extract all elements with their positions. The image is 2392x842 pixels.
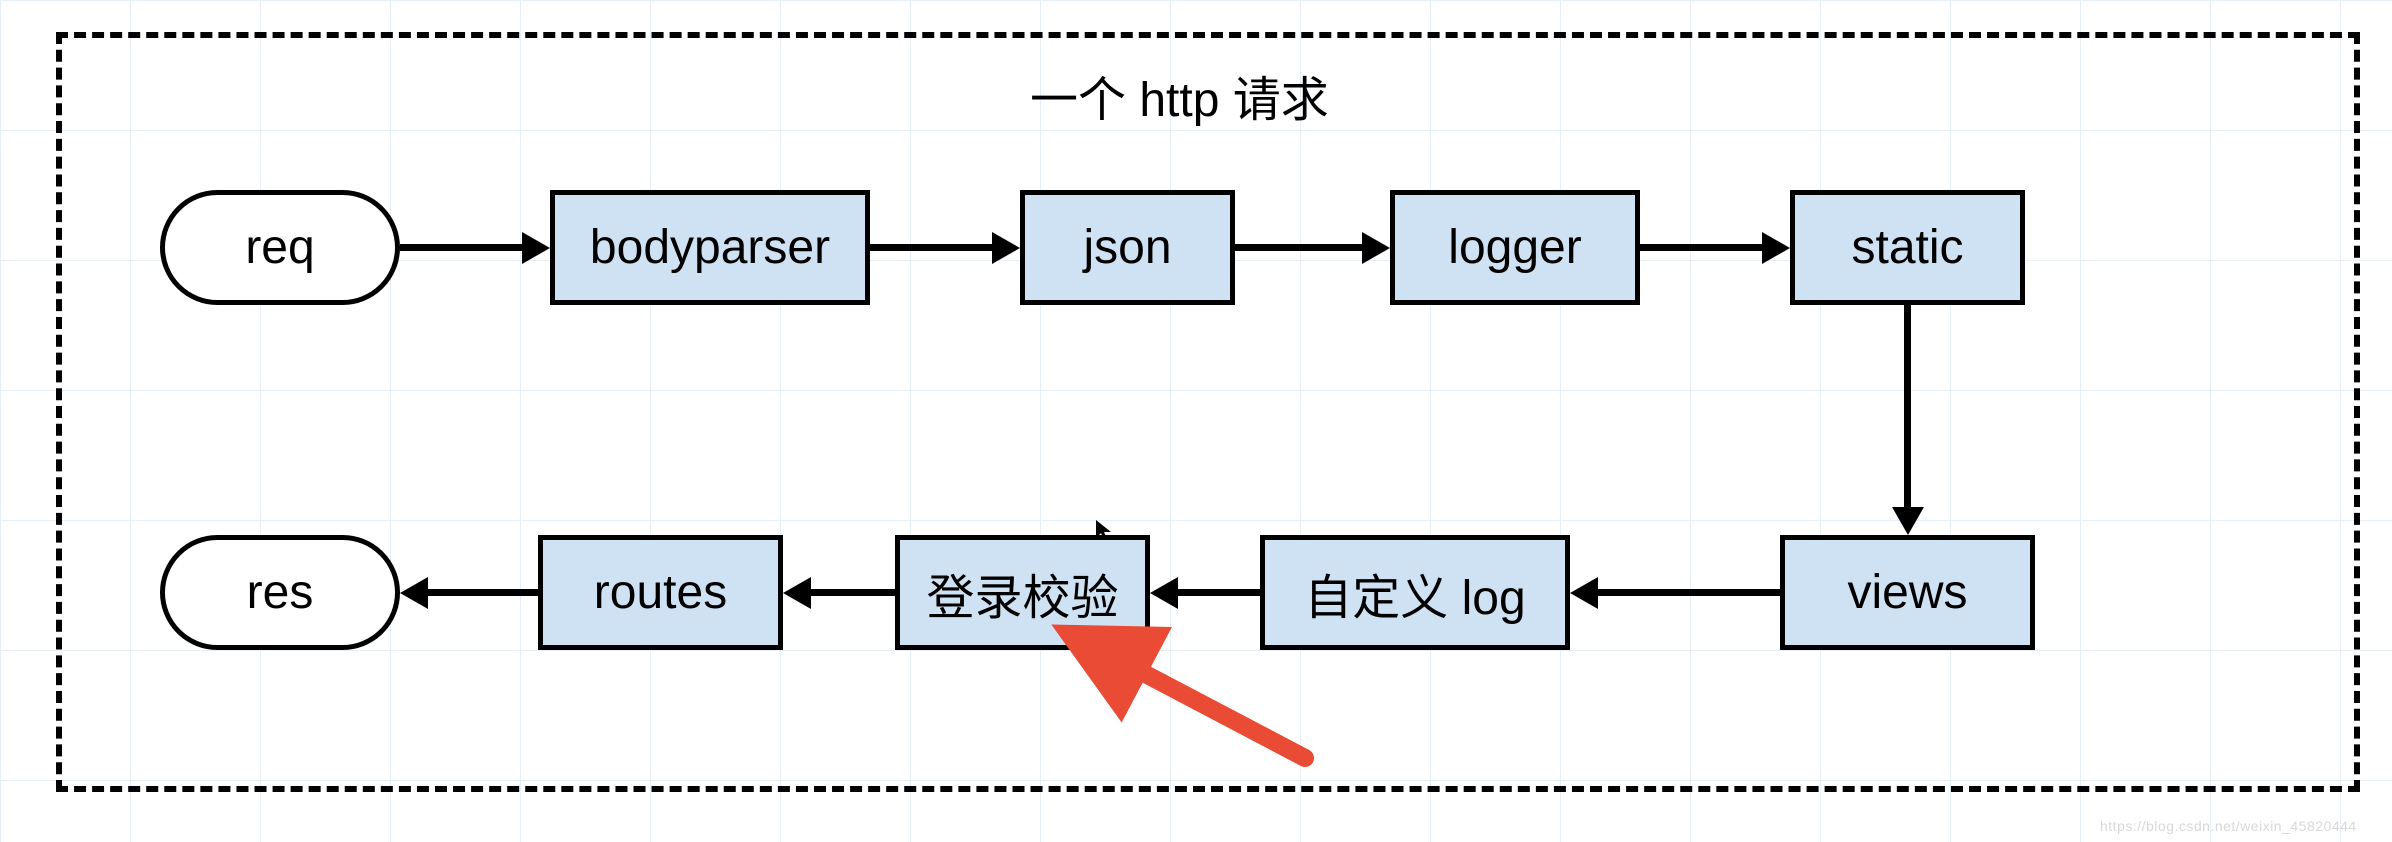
- node-views: views: [1780, 535, 2035, 650]
- node-req: req: [160, 190, 400, 305]
- diagram-title: 一个 http 请求: [1030, 60, 1329, 130]
- node-label: 自定义 log: [1304, 558, 1525, 628]
- watermark-text: https://blog.csdn.net/weixin_45820444: [2100, 818, 2357, 834]
- node-label: static: [1851, 220, 1963, 275]
- node-label: bodyparser: [590, 220, 830, 275]
- node-routes: routes: [538, 535, 783, 650]
- node-res: res: [160, 535, 400, 650]
- node-loginchk: 登录校验: [895, 535, 1150, 650]
- node-label: logger: [1448, 220, 1581, 275]
- node-label: req: [245, 220, 314, 275]
- node-label: json: [1083, 220, 1171, 275]
- node-customlog: 自定义 log: [1260, 535, 1570, 650]
- node-label: 登录校验: [926, 558, 1118, 628]
- node-json: json: [1020, 190, 1235, 305]
- cursor-icon: [1093, 518, 1117, 542]
- node-label: views: [1847, 565, 1967, 620]
- node-label: res: [247, 565, 314, 620]
- node-label: routes: [594, 565, 727, 620]
- node-bodyparser: bodyparser: [550, 190, 870, 305]
- node-static: static: [1790, 190, 2025, 305]
- dashed-frame: [56, 32, 2360, 792]
- node-logger: logger: [1390, 190, 1640, 305]
